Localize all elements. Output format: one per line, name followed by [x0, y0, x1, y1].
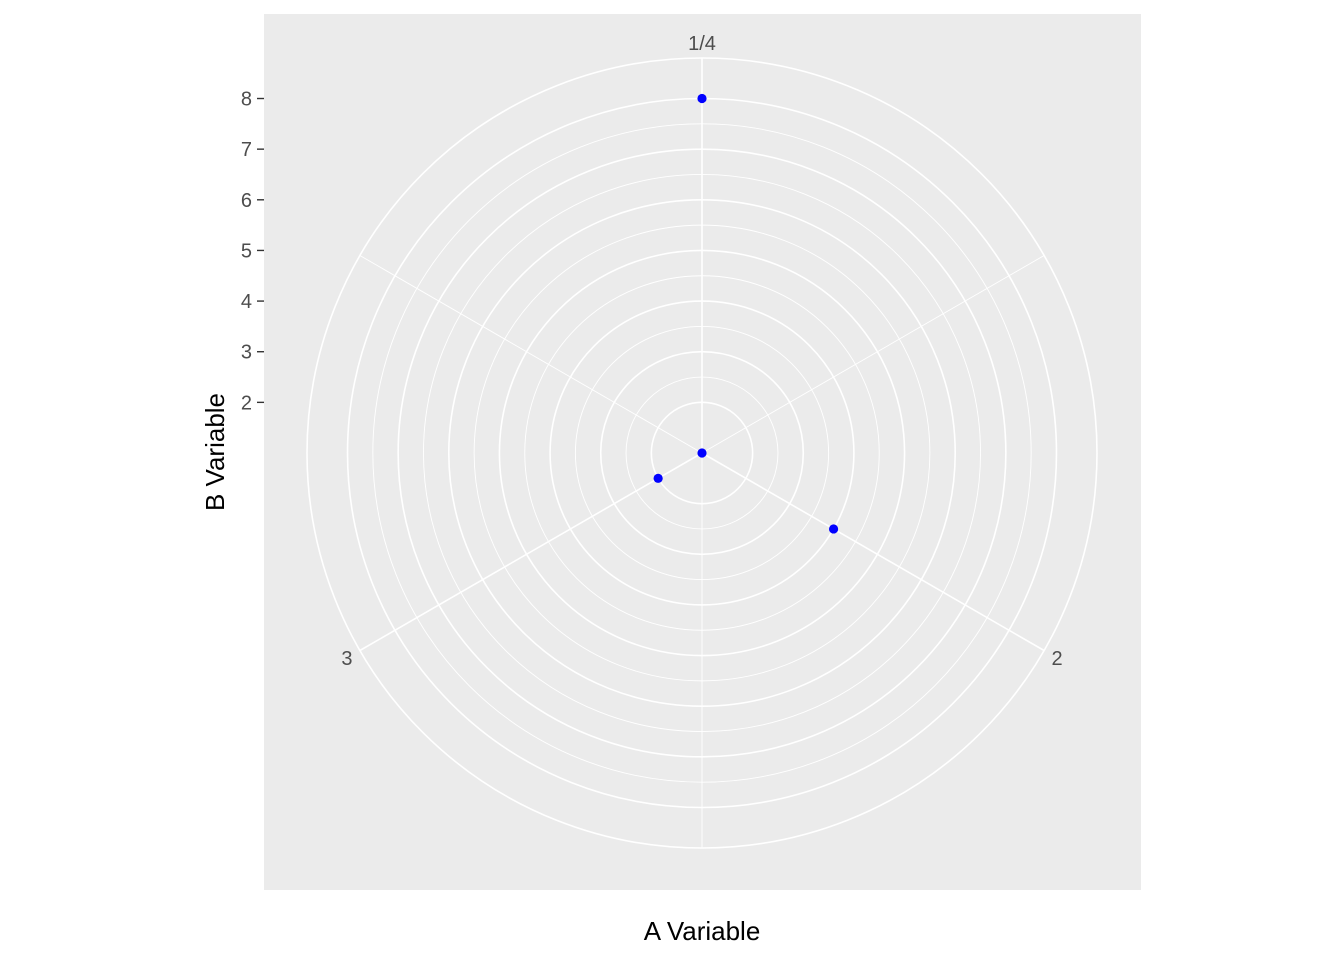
- r-axis-tick-label: 8: [241, 89, 252, 111]
- theta-label: 3: [341, 648, 352, 670]
- r-axis-tick-label: 6: [241, 190, 252, 212]
- theta-label: 2: [1052, 648, 1063, 670]
- r-axis: 2 3 4 5 6 7 8: [241, 89, 264, 415]
- r-axis-tick-label: 2: [241, 392, 252, 414]
- r-axis-tick-label: 5: [241, 240, 252, 262]
- r-axis-tick-label: 3: [241, 342, 252, 364]
- y-axis-title: B Variable: [200, 393, 230, 511]
- data-point: [829, 524, 838, 533]
- r-axis-tick-label: 4: [241, 291, 252, 313]
- theta-label: 1/4: [688, 33, 716, 55]
- data-point: [697, 448, 706, 457]
- x-axis-title: A Variable: [644, 916, 761, 946]
- data-point: [654, 474, 663, 483]
- data-point: [697, 94, 706, 103]
- r-axis-tick-label: 7: [241, 139, 252, 161]
